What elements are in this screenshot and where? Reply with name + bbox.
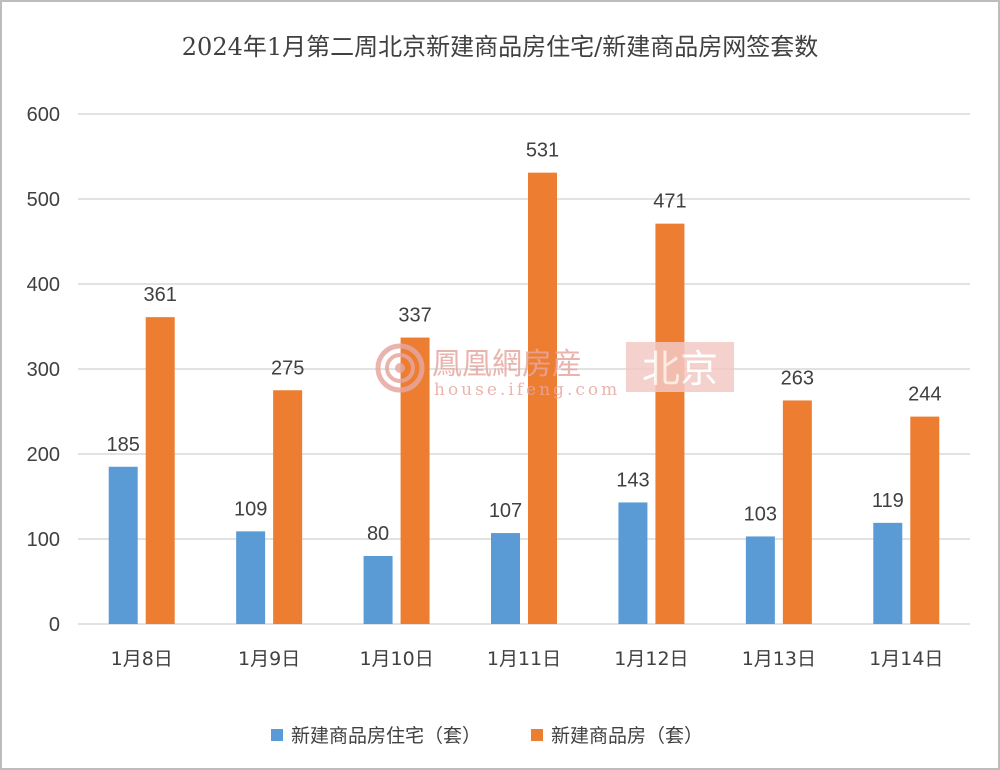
watermark-city: 北京 bbox=[642, 347, 718, 391]
y-tick-label: 200 bbox=[27, 444, 60, 466]
bar bbox=[782, 400, 812, 624]
legend: 新建商品房住宅（套） 新建商品房（套） bbox=[271, 725, 703, 747]
data-labels: 185 361 109 275 80 337 107 531 143 471 103 263 119 24… bbox=[107, 140, 942, 545]
data-label: 361 bbox=[144, 284, 177, 306]
bar bbox=[273, 390, 303, 624]
legend-label: 新建商品房（套） bbox=[551, 725, 703, 747]
legend-label: 新建商品房住宅（套） bbox=[291, 725, 481, 747]
data-label: 263 bbox=[781, 367, 814, 389]
data-label: 531 bbox=[526, 140, 559, 162]
x-tick-label: 1月11日 bbox=[487, 648, 561, 670]
watermark-city-box bbox=[626, 342, 734, 392]
y-tick-label: 100 bbox=[27, 529, 60, 551]
data-label: 244 bbox=[908, 384, 941, 406]
data-label: 275 bbox=[271, 357, 304, 379]
x-axis: 1月8日 1月9日 1月10日 1月11日 1月12日 1月13日 1月14日 bbox=[111, 648, 944, 670]
chart-title: 2024年1月第二周北京新建商品房住宅/新建商品房网签套数 bbox=[182, 33, 818, 61]
data-label: 337 bbox=[398, 305, 431, 327]
data-label: 103 bbox=[744, 503, 777, 525]
data-label: 119 bbox=[872, 490, 904, 512]
bar bbox=[363, 556, 393, 624]
gridlines bbox=[78, 113, 970, 625]
y-tick-label: 300 bbox=[27, 359, 60, 381]
data-label: 185 bbox=[107, 434, 140, 456]
x-tick-label: 1月10日 bbox=[359, 648, 433, 670]
bar bbox=[745, 536, 775, 624]
x-tick-label: 1月8日 bbox=[111, 648, 173, 670]
watermark-brand: 鳳凰網房産 bbox=[432, 347, 582, 382]
y-tick-label: 0 bbox=[49, 614, 60, 636]
ifeng-house-watermark: 鳳凰網房産 house.ifeng.com 北京 bbox=[375, 342, 734, 400]
bar bbox=[528, 172, 557, 624]
y-axis: 0 100 200 300 400 500 600 bbox=[27, 104, 60, 636]
bar bbox=[145, 317, 175, 624]
ifeng-logo-icon bbox=[375, 343, 425, 393]
bar bbox=[491, 533, 520, 624]
legend-swatch bbox=[271, 729, 283, 741]
bars bbox=[108, 172, 940, 624]
watermark-url: house.ifeng.com bbox=[434, 380, 620, 400]
bar bbox=[655, 223, 685, 624]
bar bbox=[108, 466, 138, 624]
y-tick-label: 500 bbox=[27, 189, 60, 211]
bar bbox=[910, 416, 940, 624]
bar bbox=[873, 522, 903, 624]
legend-swatch bbox=[531, 729, 543, 741]
y-tick-label: 400 bbox=[27, 274, 60, 296]
data-label: 143 bbox=[616, 469, 649, 491]
y-tick-label: 600 bbox=[27, 104, 60, 126]
data-label: 471 bbox=[653, 191, 686, 213]
data-label: 109 bbox=[234, 498, 267, 520]
data-label: 107 bbox=[489, 500, 522, 522]
bar bbox=[618, 502, 648, 624]
x-tick-label: 1月9日 bbox=[238, 648, 300, 670]
bar bbox=[236, 531, 266, 624]
x-tick-label: 1月14日 bbox=[869, 648, 943, 670]
x-tick-label: 1月12日 bbox=[614, 648, 688, 670]
x-tick-label: 1月13日 bbox=[742, 648, 816, 670]
data-label: 80 bbox=[367, 523, 389, 545]
